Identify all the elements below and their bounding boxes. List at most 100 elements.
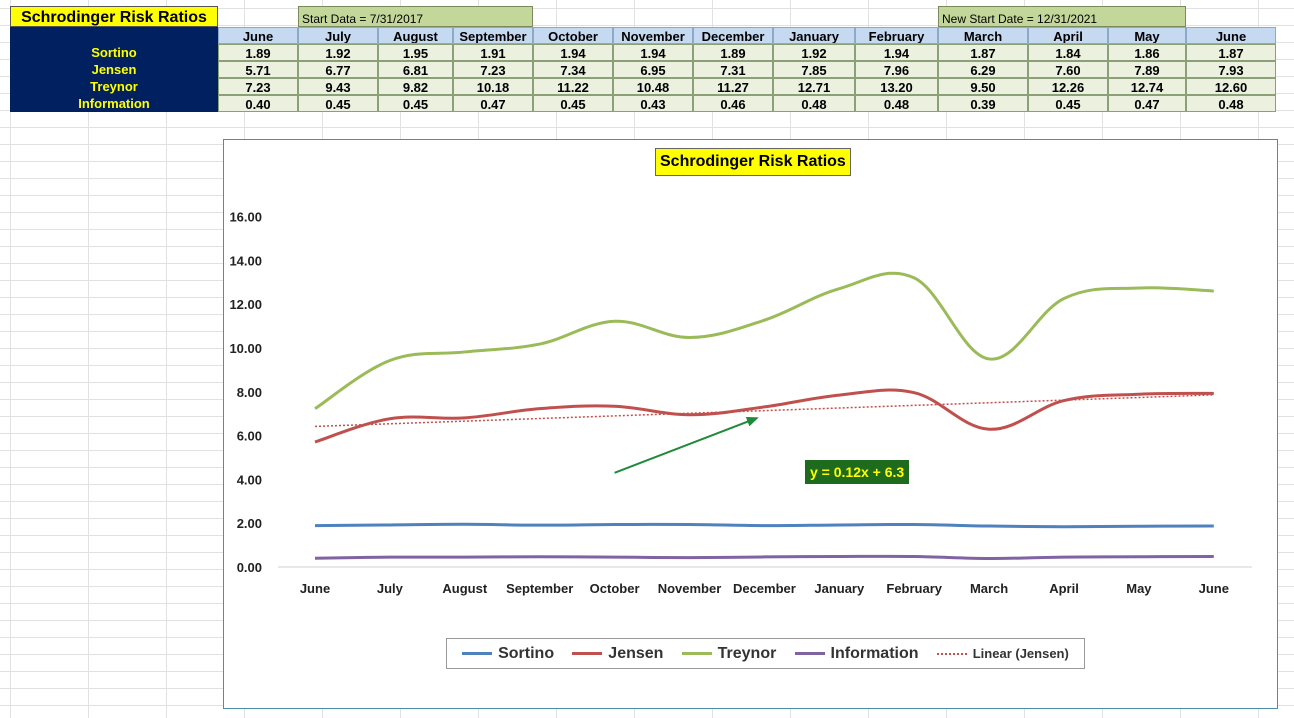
x-tick-label: February <box>886 581 942 596</box>
table-cell[interactable]: 0.48 <box>1186 95 1276 112</box>
y-tick-label: 2.00 <box>237 516 262 531</box>
table-cell[interactable]: 1.94 <box>855 44 938 61</box>
table-cell[interactable]: 9.82 <box>378 78 453 95</box>
table-cell[interactable]: 13.20 <box>855 78 938 95</box>
row-label: Treynor <box>10 78 218 95</box>
annotation-arrow <box>614 417 759 474</box>
sheet-title: Schrodinger Risk Ratios <box>10 6 218 27</box>
table-cell[interactable]: 11.22 <box>533 78 613 95</box>
legend-item-sortino: Sortino <box>462 645 554 663</box>
table-cell[interactable]: 0.46 <box>693 95 773 112</box>
legend-swatch-treynor <box>681 652 712 655</box>
series-line-sortino <box>314 522 1214 529</box>
table-cell[interactable]: 0.48 <box>855 95 938 112</box>
trendline <box>314 394 1214 428</box>
y-tick-label: 10.00 <box>229 341 262 356</box>
legend-label-sortino: Sortino <box>498 644 555 662</box>
table-cell[interactable]: 11.27 <box>693 78 773 95</box>
table-cell[interactable]: 1.86 <box>1108 44 1186 61</box>
table-cell[interactable]: 1.91 <box>453 44 533 61</box>
table-cell[interactable]: 7.23 <box>218 78 298 95</box>
table-cell[interactable]: 12.74 <box>1108 78 1186 95</box>
legend-label-treynor: Treynor <box>717 644 777 662</box>
legend-item-jensen: Jensen <box>572 645 663 663</box>
table-cell[interactable]: 1.94 <box>613 44 693 61</box>
series-line-treynor <box>314 271 1214 410</box>
table-cell[interactable]: 1.89 <box>693 44 773 61</box>
table-cell[interactable]: 7.85 <box>773 61 855 78</box>
table-cell[interactable]: 7.34 <box>533 61 613 78</box>
table-cell[interactable]: 6.29 <box>938 61 1028 78</box>
table-cell[interactable]: 6.77 <box>298 61 378 78</box>
legend-label-jensen: Jensen <box>608 644 664 662</box>
table-cell[interactable]: 7.31 <box>693 61 773 78</box>
table-cell[interactable]: 0.45 <box>533 95 613 112</box>
table-cell[interactable]: 1.87 <box>1186 44 1276 61</box>
table-cell[interactable]: 7.23 <box>453 61 533 78</box>
table-cell[interactable]: 7.96 <box>855 61 938 78</box>
legend-item-treynor: Treynor <box>681 644 777 663</box>
table-cell[interactable]: 7.89 <box>1108 61 1186 78</box>
month-header: June <box>1186 27 1276 44</box>
table-cell[interactable]: 12.71 <box>773 78 855 95</box>
legend-label-linear-jensen: Linear (Jensen) <box>972 646 1069 661</box>
series-line-jensen <box>314 388 1214 444</box>
trendline-linear-jensen <box>314 394 1214 428</box>
table-cell[interactable]: 0.43 <box>613 95 693 112</box>
table-cell[interactable]: 0.47 <box>453 95 533 112</box>
table-cell[interactable]: 10.18 <box>453 78 533 95</box>
table-cell[interactable]: 7.60 <box>1028 61 1108 78</box>
y-axis: 0.00 2.00 4.00 6.00 8.00 10.00 12.00 14.00 16.00 <box>229 210 1252 575</box>
new-start-date-label: New Start Date = 12/31/2021 <box>938 6 1186 27</box>
y-tick-label: 12.00 <box>229 297 262 312</box>
table-cell[interactable]: 12.60 <box>1186 78 1276 95</box>
month-header: October <box>533 27 613 44</box>
month-header: February <box>855 27 938 44</box>
table-cell[interactable]: 7.93 <box>1186 61 1276 78</box>
series-line-information <box>314 554 1214 560</box>
chart-legend: Sortino Jensen Treynor Information Linea… <box>446 638 1085 669</box>
table-cell[interactable]: 12.26 <box>1028 78 1108 95</box>
table-cell[interactable]: 5.71 <box>218 61 298 78</box>
x-tick-label: September <box>506 581 573 596</box>
header-blank-cell <box>10 27 218 44</box>
chart-title: Schrodinger Risk Ratios <box>655 148 851 176</box>
y-tick-label: 6.00 <box>237 429 262 444</box>
legend-swatch-sortino <box>462 652 493 655</box>
table-cell[interactable]: 1.94 <box>533 44 613 61</box>
x-tick-label: August <box>442 581 487 596</box>
y-tick-label: 16.00 <box>229 210 262 225</box>
table-cell[interactable]: 6.95 <box>613 61 693 78</box>
table-cell[interactable]: 0.45 <box>298 95 378 112</box>
legend-label-information: Information <box>830 644 919 662</box>
table-cell[interactable]: 1.95 <box>378 44 453 61</box>
x-tick-label: November <box>658 581 722 596</box>
table-cell[interactable]: 1.89 <box>218 44 298 61</box>
table-cell[interactable]: 10.48 <box>613 78 693 95</box>
table-cell[interactable]: 6.81 <box>378 61 453 78</box>
table-cell[interactable]: 1.87 <box>938 44 1028 61</box>
x-tick-label: January <box>814 581 865 596</box>
table-cell[interactable]: 9.50 <box>938 78 1028 95</box>
table-cell[interactable]: 1.92 <box>298 44 378 61</box>
table-cell[interactable]: 1.92 <box>773 44 855 61</box>
table-cell[interactable]: 0.45 <box>378 95 453 112</box>
table-cell[interactable]: 0.39 <box>938 95 1028 112</box>
y-tick-label: 14.00 <box>229 253 262 268</box>
table-cell[interactable]: 0.40 <box>218 95 298 112</box>
table-cell[interactable]: 0.47 <box>1108 95 1186 112</box>
table-cell[interactable]: 0.48 <box>773 95 855 112</box>
y-tick-label: 8.00 <box>237 385 262 400</box>
month-header: November <box>613 27 693 44</box>
x-tick-label: December <box>733 581 796 596</box>
y-tick-label: 4.00 <box>237 472 262 487</box>
x-tick-label: May <box>1126 581 1152 596</box>
legend-swatch-linear-jensen <box>936 652 967 655</box>
table-cell[interactable]: 9.43 <box>298 78 378 95</box>
table-cell[interactable]: 1.84 <box>1028 44 1108 61</box>
x-tick-label: June <box>1199 581 1229 596</box>
month-header: September <box>453 27 533 44</box>
month-header: May <box>1108 27 1186 44</box>
table-cell[interactable]: 0.45 <box>1028 95 1108 112</box>
